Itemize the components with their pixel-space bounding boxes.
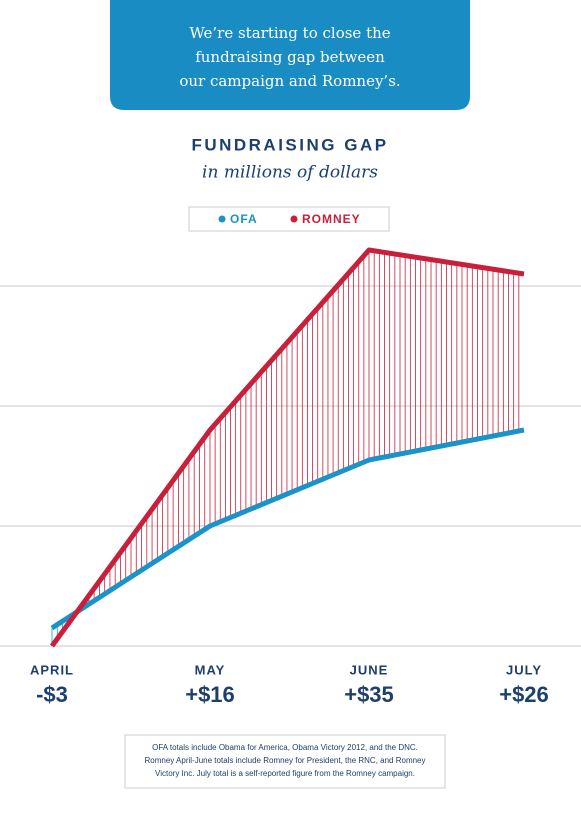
header-line: our campaign and Romney’s. [179, 72, 400, 90]
header-line: fundraising gap between [195, 48, 385, 66]
gap-label: +$26 [499, 682, 549, 707]
footnote-line: Victory Inc. July total is a self-report… [155, 769, 415, 778]
gap-hatch [51, 250, 520, 646]
chart-subtitle: in millions of dollars [202, 163, 378, 183]
x-tick-label: JUNE [350, 662, 389, 677]
footnote-line: OFA totals include Obama for America, Ob… [152, 743, 418, 752]
gap-label: +$16 [185, 682, 235, 707]
series-line [50, 427, 525, 631]
legend-swatch [290, 215, 298, 223]
legend-label: ROMNEY [302, 212, 361, 226]
gap-label: -$3 [36, 682, 68, 707]
series-line [49, 247, 525, 648]
legend-swatch [218, 215, 226, 223]
header-box [110, 0, 470, 110]
header-line: We’re starting to close the [189, 24, 390, 42]
footnote-line: Romney April-June totals include Romney … [144, 756, 425, 765]
x-tick-label: JULY [506, 662, 542, 677]
x-tick-label: APRIL [30, 662, 74, 677]
legend-label: OFA [230, 212, 258, 226]
chart-title: FUNDRAISING GAP [191, 135, 388, 154]
x-tick-label: MAY [195, 662, 226, 677]
footnote-box [124, 734, 446, 789]
gap-label: +$35 [344, 682, 394, 707]
